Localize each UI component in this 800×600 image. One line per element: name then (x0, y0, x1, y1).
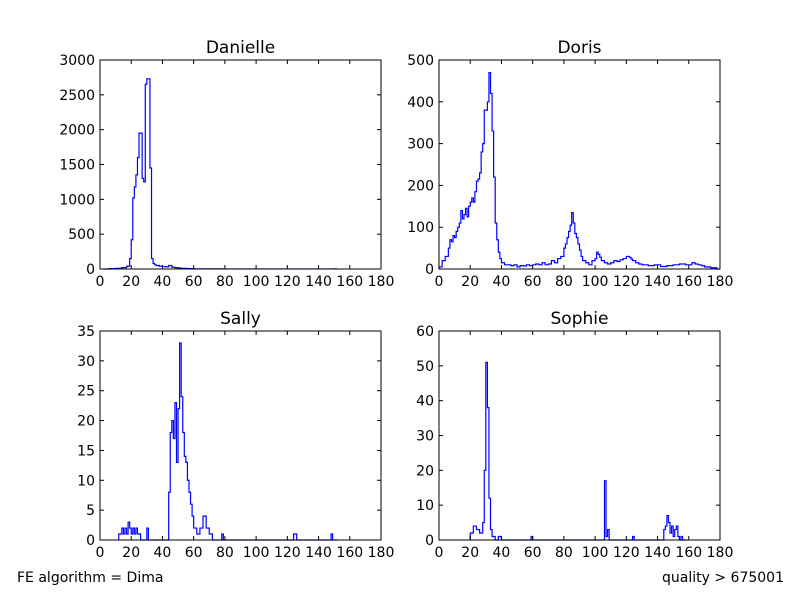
x-tick-label: 60 (524, 274, 542, 290)
x-tick-label: 120 (613, 274, 640, 290)
histogram-series-line (118, 342, 338, 541)
y-tick-label: 50 (416, 359, 434, 375)
y-tick-label: 1500 (59, 158, 95, 174)
x-tick-label: 100 (582, 274, 609, 290)
chart-panel-sally: Sally 0 20 40 60 80 100 120 140 160 180 0 5 10 15 20 25 3… (77, 309, 394, 561)
x-tick-label: 40 (493, 545, 511, 561)
y-tick-label: 35 (77, 324, 95, 340)
x-tick-label: 160 (675, 545, 702, 561)
y-tick-label: 15 (77, 443, 95, 459)
y-tick-label: 20 (416, 463, 434, 479)
x-tick-label: 140 (644, 545, 671, 561)
x-tick-label: 140 (305, 274, 332, 290)
x-tick-label: 40 (493, 274, 511, 290)
y-tick-label: 10 (416, 498, 434, 514)
x-tick-label: 80 (216, 545, 234, 561)
y-tick-label: 20 (77, 414, 95, 430)
y-tick-label: 25 (77, 384, 95, 400)
x-tick-label: 0 (96, 545, 105, 561)
y-tick-label: 30 (77, 354, 95, 370)
chart-title: Sally (220, 309, 261, 329)
x-tick-label: 0 (96, 274, 105, 290)
x-tick-label: 60 (185, 274, 203, 290)
histogram-series-line (469, 361, 688, 541)
x-tick-label: 20 (122, 274, 140, 290)
chart-title: Doris (557, 38, 601, 58)
x-tick-label: 120 (274, 545, 301, 561)
x-tick-label: 40 (154, 545, 172, 561)
y-tick-label: 0 (425, 262, 434, 278)
x-tick-label: 160 (675, 274, 702, 290)
x-tick-label: 80 (216, 274, 234, 290)
x-tick-label: 160 (336, 274, 363, 290)
y-tick-label: 30 (416, 429, 434, 445)
y-tick-label: 0 (86, 262, 95, 278)
x-tick-label: 100 (582, 545, 609, 561)
x-tick-label: 60 (185, 545, 203, 561)
y-tick-label: 500 (68, 227, 95, 243)
y-tick-label: 1000 (59, 192, 95, 208)
y-tick-label: 2500 (59, 88, 95, 104)
y-tick-label: 5 (86, 503, 95, 519)
x-tick-label: 140 (305, 545, 332, 561)
x-tick-label: 180 (707, 545, 734, 561)
y-tick-label: 200 (407, 178, 434, 194)
chart-title: Sophie (551, 309, 609, 329)
y-tick-label: 400 (407, 95, 434, 111)
x-tick-label: 100 (243, 545, 270, 561)
x-tick-label: 180 (368, 274, 395, 290)
x-tick-label: 80 (555, 274, 573, 290)
y-tick-label: 3000 (59, 53, 95, 69)
y-tick-label: 300 (407, 137, 434, 153)
y-tick-label: 40 (416, 394, 434, 410)
x-tick-label: 0 (435, 545, 444, 561)
x-tick-label: 180 (368, 545, 395, 561)
x-tick-label: 160 (336, 545, 363, 561)
axes-frame (438, 330, 721, 541)
histogram-series-line (103, 78, 338, 270)
axes-frame (99, 330, 382, 541)
chart-title: Danielle (206, 38, 275, 58)
y-tick-label: 0 (425, 533, 434, 549)
footer-quality-label: quality > 675001 (662, 570, 784, 586)
y-tick-label: 10 (77, 473, 95, 489)
chart-panel-sophie: Sophie 0 20 40 60 80 100 120 140 160 180 0 10 20 30 40 5… (416, 309, 733, 561)
y-tick-label: 100 (407, 220, 434, 236)
x-tick-label: 20 (461, 274, 479, 290)
x-tick-label: 140 (644, 274, 671, 290)
x-tick-label: 120 (613, 545, 640, 561)
x-tick-label: 60 (524, 545, 542, 561)
x-tick-label: 20 (461, 545, 479, 561)
x-tick-label: 80 (555, 545, 573, 561)
x-tick-label: 20 (122, 545, 140, 561)
axes-frame (438, 59, 721, 270)
y-tick-label: 0 (86, 533, 95, 549)
x-tick-label: 180 (707, 274, 734, 290)
x-tick-label: 100 (243, 274, 270, 290)
y-tick-label: 500 (407, 53, 434, 69)
x-tick-label: 0 (435, 274, 444, 290)
histogram-series-line (438, 71, 720, 270)
chart-panel-danielle: Danielle 0 20 40 60 80 100 120 140 160 180 0 500 1000… (59, 38, 394, 290)
x-tick-label: 40 (154, 274, 172, 290)
footer-algorithm-label: FE algorithm = Dima (17, 570, 164, 586)
y-tick-label: 60 (416, 324, 434, 340)
y-tick-label: 2000 (59, 123, 95, 139)
x-tick-label: 120 (274, 274, 301, 290)
